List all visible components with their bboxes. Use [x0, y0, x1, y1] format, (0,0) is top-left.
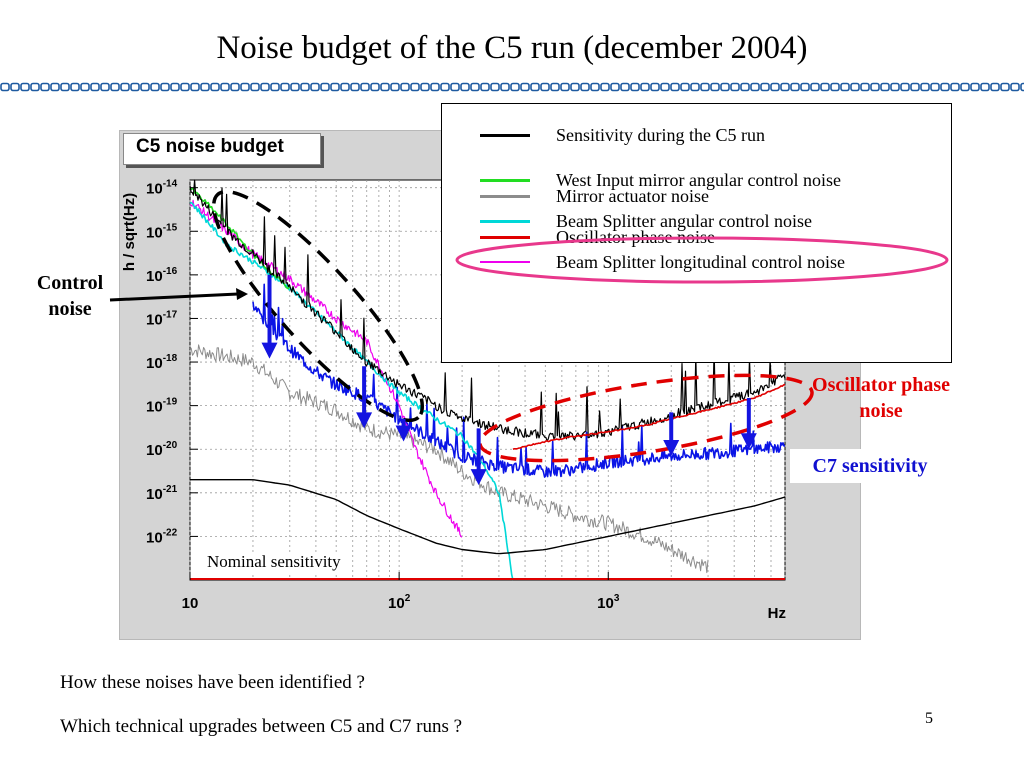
oscillator-phase-noise-label: Oscillator phase noise — [812, 374, 950, 422]
c7-sensitivity-label: C7 sensitivity — [790, 449, 950, 483]
legend-item-bs-longitudinal: Beam Splitter longitudinal control noise — [442, 250, 951, 274]
x-tick-label: 102 — [388, 593, 411, 612]
legend-swatch — [480, 220, 530, 223]
legend-label: Beam Splitter angular control noise — [556, 211, 812, 231]
y-tick-label: 10-18 — [146, 353, 178, 372]
chart-frame-title: C5 noise budget — [123, 133, 321, 165]
control-noise-arrow — [109, 292, 239, 302]
control-noise-arrow-head — [236, 288, 248, 300]
axis-layer: 10-14 10-15 10-16 10-17 10-18 10-19 10-20 10-21… — [146, 179, 620, 612]
legend-label: Sensitivity during the C5 run — [556, 125, 765, 145]
x-tick-label: 103 — [597, 593, 620, 612]
series-layer — [189, 179, 786, 581]
improvement-arrow-head — [663, 439, 680, 456]
question-upgrades: Which technical upgrades between C5 and … — [60, 716, 463, 737]
slide-title: Noise budget of the C5 run (december 200… — [216, 30, 808, 66]
title-divider — [0, 82, 1024, 92]
series-oscillator — [512, 383, 786, 450]
legend-item-west-input: West Input mirror angular control noise — [442, 168, 951, 192]
series-nominal — [190, 479, 786, 555]
y-tick-label: 10-20 — [146, 440, 178, 459]
legend-swatch — [480, 261, 530, 263]
y-tick-label: 10-17 — [146, 309, 178, 328]
legend-label: Mirror actuator noise — [556, 186, 709, 206]
overlay-layer — [109, 189, 814, 486]
improvement-arrow-head — [470, 469, 487, 486]
y-tick-label: 10-14 — [146, 179, 178, 198]
legend-item-mirror-actuator: Mirror actuator noise — [442, 184, 951, 208]
chart-title: C5 noise budget — [136, 136, 284, 157]
y-tick-label: 10-22 — [146, 527, 178, 546]
x-tick-label: 10 — [182, 595, 199, 612]
y-tick-label: 10-15 — [146, 222, 178, 241]
legend-swatch — [480, 236, 530, 239]
improvement-arrow-head — [261, 342, 278, 359]
x-axis-label: Hz — [768, 605, 786, 622]
y-tick-label: 10-19 — [146, 397, 178, 416]
legend-label: Beam Splitter longitudinal control noise — [556, 252, 845, 272]
series-beam-splitter-longitudinal — [189, 199, 463, 538]
series-mirror-actuator — [189, 344, 709, 574]
legend-swatch — [480, 179, 530, 182]
legend: Oscillator phase noise Mirror actuator n… — [441, 103, 952, 363]
y-tick-label: 10-16 — [146, 266, 178, 285]
legend-label: West Input mirror angular control noise — [556, 170, 841, 190]
control-noise-ellipse — [211, 189, 425, 423]
nominal-sensitivity-label: Nominal sensitivity — [205, 552, 343, 572]
legend-swatch — [480, 134, 530, 137]
series-sensitivity — [189, 179, 786, 442]
legend-swatch — [480, 195, 530, 198]
legend-item-sensitivity: Sensitivity during the C5 run — [442, 123, 951, 147]
question-identification: How these noises have been identified ? — [60, 672, 365, 693]
legend-item-bs-angular: Beam Splitter angular control noise — [442, 209, 951, 233]
improvement-arrow-head — [395, 425, 412, 442]
control-noise-label: Control noise — [36, 272, 104, 320]
y-tick-label: 10-21 — [146, 484, 178, 503]
page-number: 5 — [925, 710, 933, 727]
series-c7 — [252, 283, 785, 478]
improvement-arrow-head — [740, 433, 757, 450]
y-axis-label: h / sqrt(Hz) — [121, 193, 138, 271]
improvement-arrow-head — [356, 412, 373, 429]
